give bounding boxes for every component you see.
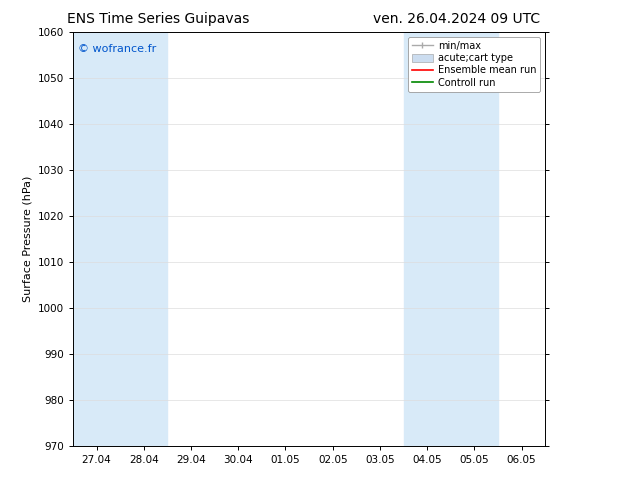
Text: ven. 26.04.2024 09 UTC: ven. 26.04.2024 09 UTC	[373, 12, 540, 26]
Text: © wofrance.fr: © wofrance.fr	[77, 44, 156, 54]
Bar	[403, 32, 498, 446]
Legend: min/max, acute;cart type, Ensemble mean run, Controll run: min/max, acute;cart type, Ensemble mean …	[408, 37, 540, 92]
Y-axis label: Surface Pressure (hPa): Surface Pressure (hPa)	[22, 176, 32, 302]
Text: ENS Time Series Guipavas: ENS Time Series Guipavas	[67, 12, 250, 26]
Bar	[73, 32, 167, 446]
